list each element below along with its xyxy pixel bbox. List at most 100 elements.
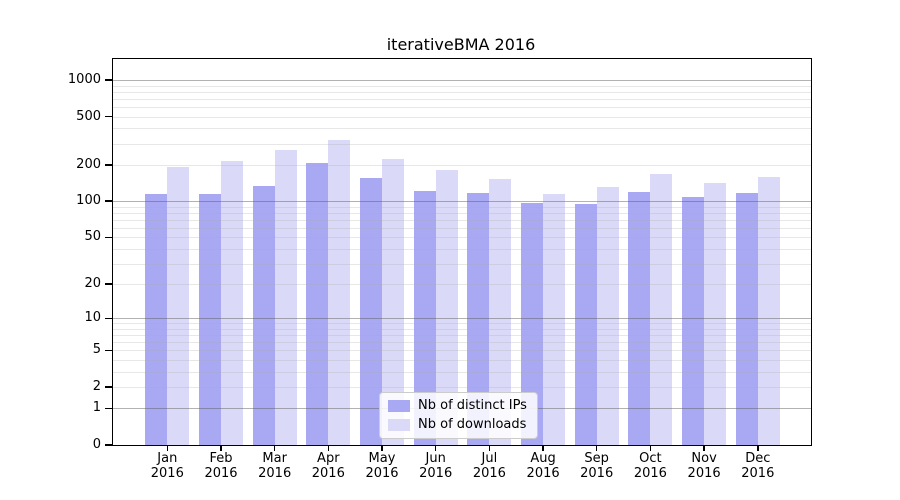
gridline-minor-300 [113, 143, 811, 145]
bar-nb-of-distinct-ips-dec [735, 193, 758, 445]
gridline-minor-3 [113, 371, 811, 373]
x-tick-label-jun: Jun 2016 [419, 451, 453, 481]
x-tick-mark-nov [703, 446, 705, 451]
x-tick-label-nov: Nov 2016 [687, 451, 721, 481]
bar-nb-of-distinct-ips-nov [682, 197, 705, 445]
gridline-minor-9 [113, 323, 811, 325]
bar-nb-of-distinct-ips-jan [145, 193, 168, 445]
y-tick-label-20: 20 [84, 276, 101, 292]
gridline-minor-700 [113, 98, 811, 100]
x-tick-mark-apr [327, 446, 330, 451]
bar-nb-of-distinct-ips-jul [467, 192, 490, 445]
gridline-major-1000 [113, 80, 811, 81]
legend-label-downloads: Nb of downloads [418, 417, 527, 432]
gridline-minor-2 [113, 387, 811, 388]
bar-nb-of-distinct-ips-oct [628, 191, 651, 445]
gridline-minor-20 [113, 284, 811, 286]
bar-nb-of-downloads-mar [274, 150, 297, 445]
bar-nb-of-distinct-ips-sep [574, 203, 597, 445]
gridline-minor-30 [113, 263, 811, 265]
x-tick-label-sep: Sep 2016 [580, 451, 614, 481]
y-tick-label-2: 2 [92, 379, 101, 394]
x-tick-mark-sep [595, 446, 598, 451]
legend-swatch-distinct-ips [388, 399, 410, 412]
y-tick-mark-200 [105, 164, 113, 166]
y-tick-label-500: 500 [76, 108, 101, 124]
bar-nb-of-distinct-ips-may [360, 177, 382, 445]
y-tick-mark-5 [105, 349, 113, 352]
gridline-minor-600 [113, 106, 811, 108]
bar-nb-of-distinct-ips-feb [199, 193, 221, 445]
plot-area: 0 1 2 5 10 20 50 100 200 500 1000 Jan 2016 Feb 2016 M… [68, 58, 812, 481]
gridline-minor-80 [113, 212, 811, 214]
bar-nb-of-distinct-ips-jun [413, 190, 436, 445]
x-tick-label-feb: Feb 2016 [204, 451, 238, 481]
gridline-minor-500 [113, 116, 811, 118]
bar-nb-of-downloads-nov [704, 182, 727, 445]
bar-nb-of-downloads-feb [221, 161, 243, 445]
y-tick-label-0: 0 [92, 437, 101, 452]
gridline-minor-60 [113, 227, 811, 229]
chart-title: iterativeBMA 2016 [386, 35, 536, 54]
y-tick-mark-1 [105, 407, 113, 410]
y-tick-mark-2 [105, 386, 113, 388]
y-tick-label-100: 100 [76, 193, 101, 209]
x-tick-label-mar: Mar 2016 [258, 451, 292, 481]
x-tick-label-jul: Jul 2016 [472, 451, 506, 481]
gridline-minor-50 [113, 237, 811, 239]
y-tick-mark-500 [105, 115, 113, 118]
x-tick-label-oct: Oct 2016 [633, 451, 667, 481]
x-tick-mark-jun [434, 446, 437, 451]
x-tick-label-jan: Jan 2016 [150, 451, 184, 481]
x-tick-mark-may [381, 446, 383, 451]
y-tick-label-10: 10 [84, 310, 101, 326]
bar-nb-of-downloads-oct [650, 173, 673, 445]
bar-nb-of-downloads-apr [328, 140, 351, 445]
y-tick-label-50: 50 [84, 229, 101, 245]
legend-row-distinct-ips: Nb of distinct IPs [388, 398, 527, 413]
gridline-minor-6 [113, 342, 811, 344]
gridline-minor-400 [113, 128, 811, 130]
y-tick-mark-1000 [105, 79, 113, 81]
bar-nb-of-downloads-may [382, 158, 404, 445]
gridline-major-100 [113, 201, 811, 203]
y-tick-label-1: 1 [92, 400, 101, 416]
bar-nb-of-downloads-jun [435, 170, 458, 445]
gridline-minor-900 [113, 85, 811, 87]
y-tick-mark-50 [105, 236, 113, 239]
gridline-minor-40 [113, 248, 811, 250]
x-tick-label-apr: Apr 2016 [311, 451, 345, 481]
legend-swatch-downloads [388, 418, 410, 431]
legend-row-downloads: Nb of downloads [388, 417, 527, 432]
bar-nb-of-downloads-dec [757, 176, 780, 445]
y-tick-mark-20 [105, 283, 113, 285]
x-tick-mark-jul [488, 446, 491, 451]
y-tick-label-5: 5 [92, 342, 101, 358]
bar-nb-of-distinct-ips-apr [306, 163, 329, 445]
x-tick-label-dec: Dec 2016 [741, 451, 775, 481]
bar-nb-of-downloads-jul [489, 179, 512, 445]
x-tick-mark-mar [273, 446, 276, 451]
x-tick-mark-dec [757, 446, 759, 451]
gridline-minor-4 [113, 360, 811, 361]
x-tick-mark-jan [166, 446, 169, 451]
gridline-minor-90 [113, 206, 811, 208]
y-tick-mark-100 [105, 200, 113, 202]
y-tick-label-200: 200 [76, 156, 101, 172]
gridline-minor-200 [113, 164, 811, 166]
y-tick-mark-10 [105, 317, 113, 320]
gridline-minor-5 [113, 350, 811, 352]
x-tick-label-aug: Aug 2016 [526, 451, 560, 481]
legend: Nb of distinct IPs Nb of downloads [379, 392, 538, 439]
gridline-minor-7 [113, 335, 811, 337]
bar-nb-of-downloads-aug [543, 193, 566, 445]
gridline-major-10 [113, 318, 811, 320]
gridline-minor-70 [113, 219, 811, 221]
x-tick-mark-feb [220, 446, 222, 451]
x-tick-mark-aug [542, 446, 544, 451]
bar-nb-of-distinct-ips-mar [252, 185, 275, 445]
gridline-minor-800 [113, 91, 811, 93]
y-tick-label-1000: 1000 [67, 72, 101, 87]
y-tick-mark-0 [105, 444, 113, 446]
